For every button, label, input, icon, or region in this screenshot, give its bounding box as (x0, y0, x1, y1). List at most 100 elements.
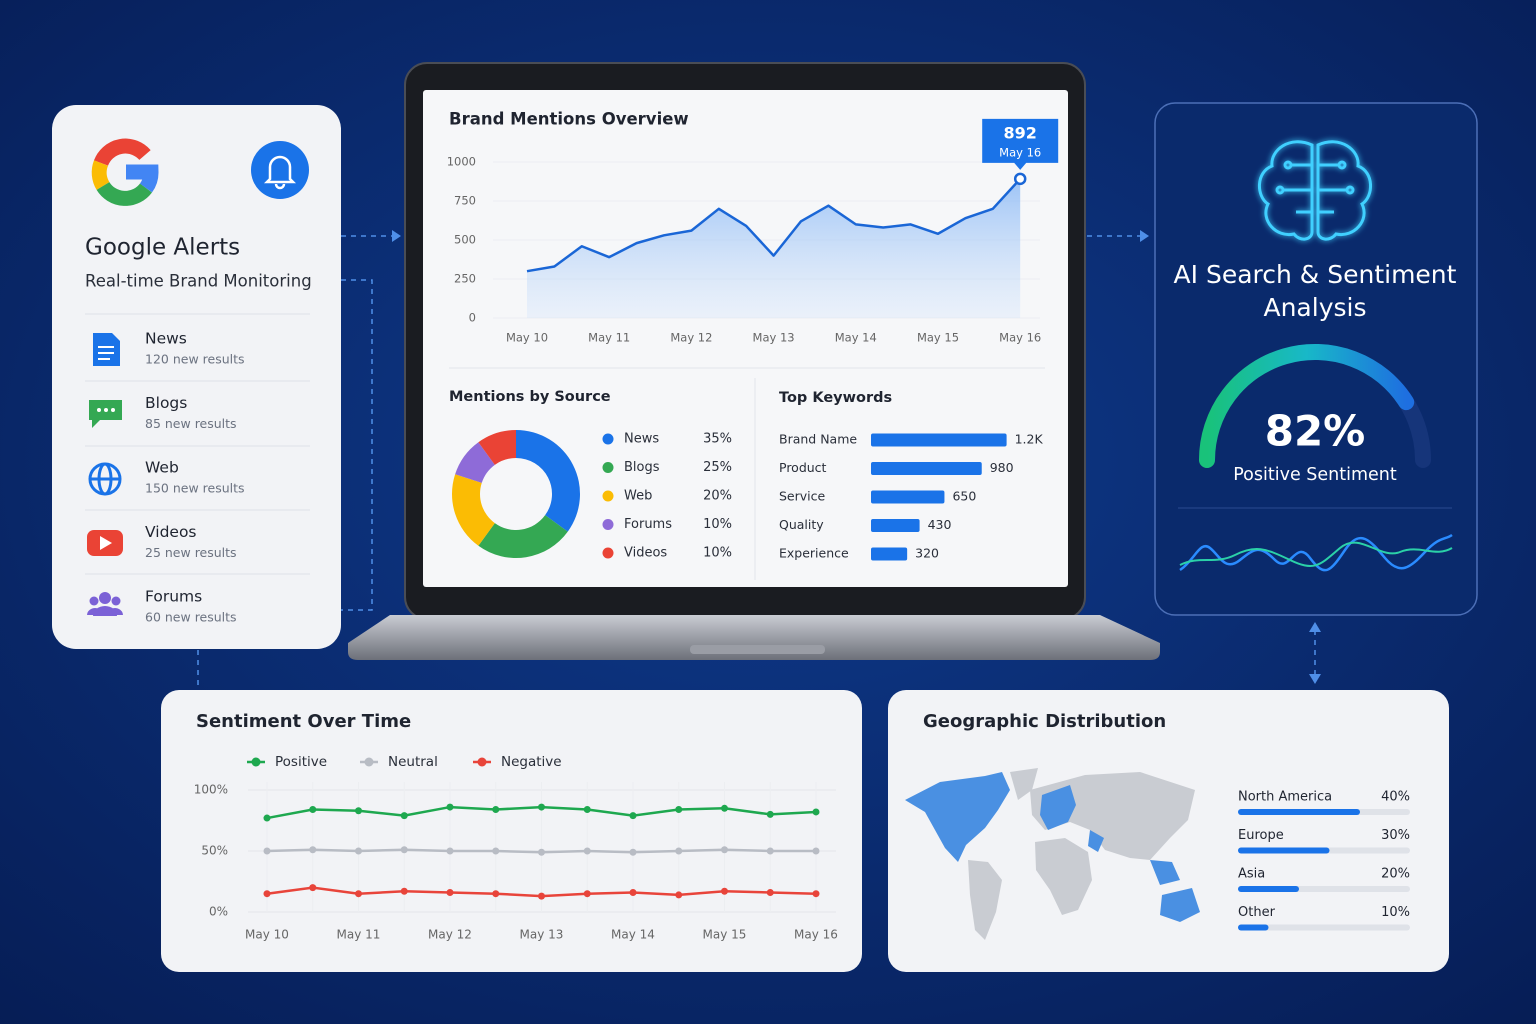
bar (871, 433, 1007, 447)
point (446, 803, 454, 811)
point (812, 890, 820, 898)
point (766, 847, 774, 855)
point (492, 890, 500, 898)
legend-dot (602, 462, 614, 473)
point (629, 812, 637, 820)
point (400, 812, 408, 820)
area (527, 178, 1021, 318)
bar-label: Quality (779, 517, 824, 532)
point (309, 884, 317, 892)
legend-dot (251, 757, 261, 767)
value-label: 30% (1381, 828, 1410, 843)
legend-dot (602, 490, 614, 502)
alert-label: Forums (145, 588, 202, 606)
bar (871, 490, 945, 504)
bar (871, 547, 908, 561)
bar (871, 519, 920, 532)
x-tick-label: May 12 (670, 331, 712, 345)
y-tick-label: 0% (209, 905, 228, 919)
legend-label: Neutral (388, 754, 438, 770)
gauge-value: 82% (1265, 407, 1366, 456)
point (675, 847, 683, 855)
arrows (392, 230, 1321, 684)
donut-slice (478, 430, 516, 465)
point (446, 847, 454, 855)
x-tick-label: May 14 (835, 331, 877, 345)
x-tick-label: May 13 (753, 331, 795, 345)
bar (871, 462, 982, 475)
x-tick-label: May 11 (588, 331, 630, 345)
alert-label: Videos (145, 523, 197, 541)
point (309, 846, 317, 854)
point (263, 890, 271, 898)
point (263, 814, 271, 822)
sentiment-card (161, 690, 862, 972)
point (721, 887, 728, 895)
chart-title: Mentions by Source (449, 389, 611, 405)
alert-icons (87, 333, 123, 616)
value-label: 650 (952, 489, 976, 504)
google-logo (91, 138, 159, 206)
region-label: Asia (1238, 867, 1265, 882)
ai-sparkline (1179, 533, 1453, 572)
y-tick-label: 750 (454, 194, 476, 208)
chart-title: Geographic Distribution (923, 711, 1166, 732)
legend-label: News (624, 432, 659, 447)
bell-button[interactable] (251, 141, 309, 199)
donut-slice (455, 442, 495, 483)
alert-detail: 25 new results (145, 545, 237, 560)
bar-label: Product (779, 460, 827, 475)
region-label: Other (1238, 905, 1276, 920)
point (766, 888, 774, 896)
point (538, 848, 545, 856)
legend-dot (602, 547, 614, 559)
point (675, 891, 683, 899)
legend-dot (477, 757, 487, 767)
ai-title: AI Search & Sentiment Analysis (1173, 260, 1457, 322)
point (721, 846, 728, 854)
point (583, 806, 591, 814)
value-label: 10% (703, 517, 732, 532)
gauge-label: Positive Sentiment (1233, 465, 1397, 485)
point (355, 890, 362, 898)
point (400, 887, 408, 895)
alerts-card (52, 105, 341, 649)
donut-slice (516, 430, 581, 532)
bar (1238, 847, 1330, 854)
region-label: North America (1238, 790, 1332, 805)
point (675, 806, 683, 814)
point (629, 888, 637, 896)
ai-sparkline (1179, 541, 1453, 567)
legend-label: Videos (624, 546, 667, 561)
value-label: 20% (1381, 867, 1410, 882)
laptop-notch (690, 645, 825, 654)
value-label: 40% (1381, 790, 1410, 805)
callout-date: May 16 (999, 145, 1041, 159)
bar-label: Service (779, 489, 826, 504)
bar-label: Brand Name (779, 432, 857, 447)
x-tick-label: May 11 (337, 928, 381, 942)
point (583, 890, 591, 898)
legend-dot (602, 519, 614, 530)
legend-dot (602, 433, 614, 445)
value-label: 430 (928, 517, 952, 532)
point (629, 848, 637, 856)
donut-slice (478, 515, 568, 559)
y-tick-label: 50% (201, 844, 228, 858)
x-tick-label: May 16 (794, 928, 838, 942)
legend-label: Positive (275, 754, 327, 770)
donut-slice (452, 474, 495, 546)
y-tick-label: 250 (454, 272, 476, 286)
y-tick-label: 500 (454, 233, 476, 247)
y-tick-label: 100% (194, 783, 228, 797)
bar-label: Experience (779, 546, 849, 561)
bar (1238, 809, 1360, 815)
alert-detail: 150 new results (145, 481, 245, 496)
x-tick-label: May 10 (245, 928, 289, 942)
alert-detail: 120 new results (145, 352, 245, 367)
x-tick-label: May 10 (506, 331, 548, 345)
gauge-fill (1199, 344, 1415, 468)
x-tick-label: May 15 (917, 331, 959, 345)
point (583, 847, 591, 855)
